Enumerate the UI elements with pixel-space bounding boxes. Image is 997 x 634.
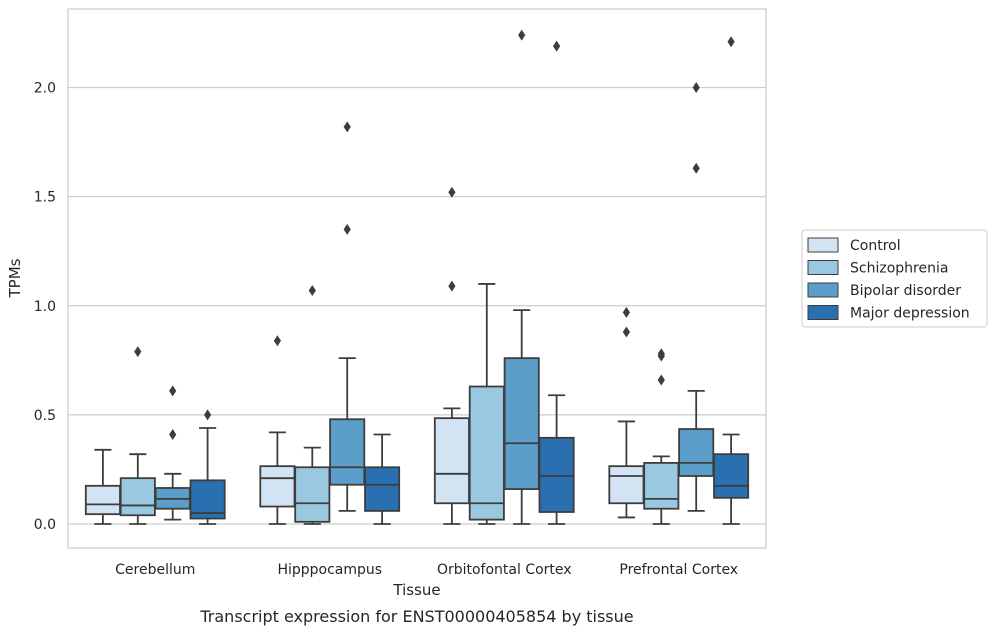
x-tick-label: Cerebellum <box>115 562 195 578</box>
y-tick-label: 0.0 <box>34 517 56 533</box>
outlier-point <box>622 306 630 318</box>
box-body <box>643 461 680 510</box>
box-0-1 <box>119 346 156 525</box>
box-body <box>608 465 645 505</box>
box-body <box>503 357 540 490</box>
x-tick-label: Hipppocampus <box>277 562 382 578</box>
y-tick-label: 2.0 <box>34 81 56 97</box>
legend: Control Schizophrenia Bipolar disorder Majo… <box>801 229 988 328</box>
y-tick-label: 1.5 <box>34 190 56 206</box>
box-body <box>189 479 226 520</box>
x-tick-labels: Cerebellum Hipppocampus Orbitofontal Corte… <box>115 562 738 578</box>
legend-frame <box>801 229 988 328</box>
box-body <box>468 385 505 521</box>
box-2-3 <box>538 40 575 525</box>
box-0-3 <box>189 409 226 525</box>
outlier-point <box>692 82 700 94</box>
plot-frame <box>67 8 767 549</box>
box-0-2 <box>154 385 191 521</box>
outlier-point <box>448 186 456 198</box>
outlier-point <box>622 326 630 338</box>
x-axis-label: Tissue <box>392 581 440 599</box>
outlier-point <box>204 409 212 421</box>
y-axis-label: TPMs <box>6 258 24 298</box>
legend-label: Major depression <box>850 306 970 322</box>
outlier-point <box>343 223 351 235</box>
y-tick-label: 1.0 <box>34 299 56 315</box>
box-body <box>259 465 296 508</box>
box-body <box>713 453 750 499</box>
legend-swatch <box>807 237 839 253</box>
box-2-2 <box>503 29 540 525</box>
outlier-point <box>657 374 665 386</box>
box-0-0 <box>84 448 121 525</box>
box-1-2 <box>329 121 366 512</box>
outlier-point <box>553 40 561 52</box>
box-body <box>433 417 470 505</box>
box-1-0 <box>259 335 296 525</box>
outlier-point <box>169 385 177 397</box>
x-tick-label: Prefrontal Cortex <box>619 562 738 578</box>
box-body <box>678 428 715 477</box>
x-tick-label: Orbitofontal Cortex <box>437 562 572 578</box>
outlier-point <box>273 335 281 347</box>
box-body <box>538 436 575 513</box>
box-body <box>294 466 331 523</box>
outlier-point <box>727 36 735 48</box>
box-1-1 <box>294 285 331 525</box>
y-tick-label: 0.5 <box>34 408 56 424</box>
box-body <box>364 466 401 512</box>
box-body <box>119 477 156 517</box>
outlier-point <box>692 162 700 174</box>
outlier-point <box>134 346 142 358</box>
legend-swatch <box>807 260 839 275</box>
outlier-point <box>448 280 456 292</box>
box-2-1 <box>468 283 505 525</box>
box-2-0 <box>433 186 470 525</box>
outlier-point <box>657 348 665 360</box>
boxes-layer <box>84 29 750 525</box>
box-3-0 <box>608 306 645 519</box>
outlier-point <box>308 285 316 297</box>
legend-label: Bipolar disorder <box>850 283 961 299</box>
box-body <box>329 418 366 486</box>
legend-swatch <box>807 282 839 298</box>
y-tick-labels: 0.0 0.5 1.0 1.5 2.0 <box>34 81 56 533</box>
legend-label: Schizophrenia <box>850 261 948 277</box>
legend-label: Control <box>850 238 901 254</box>
outlier-point <box>169 429 177 441</box>
grid-lines <box>68 86 766 525</box>
box-body <box>84 484 121 516</box>
outlier-point <box>343 121 351 133</box>
legend-swatch <box>807 305 839 320</box>
box-3-2 <box>678 82 715 512</box>
box-1-3 <box>364 433 401 525</box>
outlier-point <box>518 29 526 41</box>
box-3-1 <box>643 348 680 525</box>
box-3-3 <box>713 36 750 525</box>
chart-caption: Transcript expression for ENST0000040585… <box>199 607 633 626</box>
